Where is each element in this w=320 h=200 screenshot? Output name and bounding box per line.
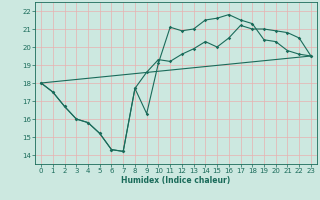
X-axis label: Humidex (Indice chaleur): Humidex (Indice chaleur) [121,176,231,185]
